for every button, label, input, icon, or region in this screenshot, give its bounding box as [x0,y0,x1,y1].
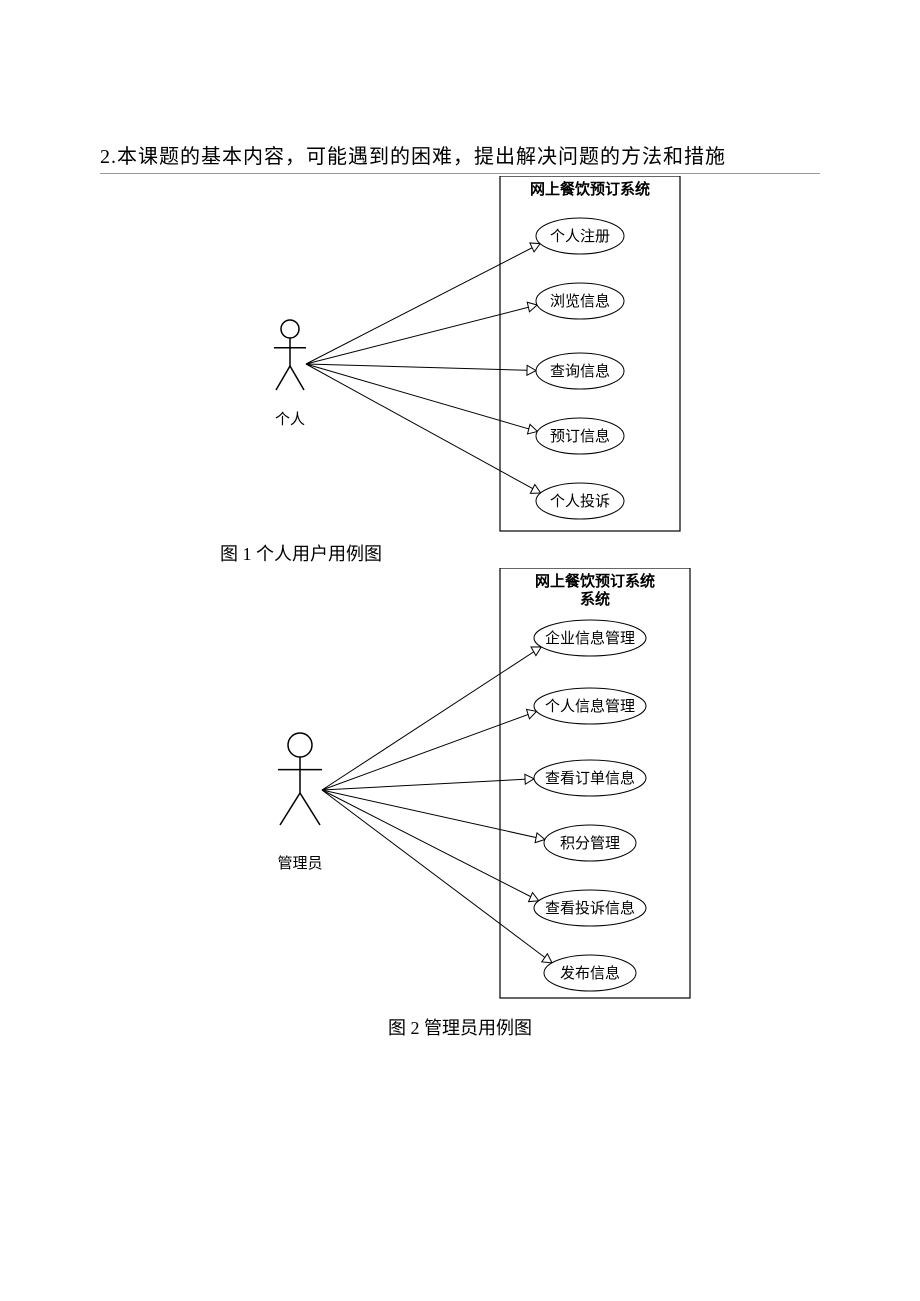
use-case-label: 个人信息管理 [545,698,635,715]
association [306,305,537,364]
use-case-label: 个人注册 [550,228,610,245]
use-case: 查询信息 [536,353,624,389]
use-case: 查看投诉信息 [534,890,646,926]
arrowhead-icon [530,484,540,493]
association [322,711,537,790]
use-case-label: 查询信息 [550,363,610,380]
usecase-diagram-user: 网上餐饮预订系统个人注册浏览信息查询信息预订信息个人投诉 个人 [210,176,710,536]
use-case-label: 积分管理 [560,835,620,852]
system-title: 网上餐饮预订系统 [530,180,650,198]
actor: 个人 [274,320,306,428]
arrowhead-icon [525,774,534,784]
use-case: 浏览信息 [536,283,624,319]
use-case: 个人注册 [536,218,624,254]
association [306,244,540,364]
association [306,364,536,371]
use-case: 个人投诉 [536,483,624,519]
arrowhead-icon [535,833,545,843]
caption-diagram-1: 图 1 个人用户用例图 [220,540,820,566]
association [322,647,541,790]
section-heading: 2.本课题的基本内容，可能遇到的困难，提出解决问题的方法和措施 [100,140,820,169]
association [306,364,537,431]
use-case-label: 查看投诉信息 [545,900,635,917]
association [306,364,541,493]
arrowhead-icon [527,424,537,434]
usecase-diagram-admin: 网上餐饮预订系统系统企业信息管理个人信息管理查看订单信息积分管理查看投诉信息发布… [210,568,710,1008]
association [322,790,539,901]
arrowhead-icon [527,365,536,375]
use-case-label: 浏览信息 [550,293,610,310]
arrowhead-icon [531,647,541,656]
use-case: 发布信息 [544,955,636,991]
system-title: 系统 [580,590,610,608]
use-case: 预订信息 [536,418,624,454]
association [322,779,534,790]
actor: 管理员 [277,733,322,872]
arrowhead-icon [527,302,537,312]
divider [100,173,820,174]
actor-label: 个人 [275,411,305,428]
use-case-label: 个人投诉 [550,493,610,510]
use-case-label: 预订信息 [550,428,610,445]
arrowhead-icon [526,709,536,718]
use-case: 查看订单信息 [534,760,646,796]
arrowhead-icon [529,893,539,902]
arrowhead-icon [542,954,552,963]
caption-diagram-2: 图 2 管理员用例图 [100,1014,820,1040]
arrowhead-icon [530,243,540,252]
use-case: 积分管理 [544,825,636,861]
actor-label: 管理员 [277,855,322,872]
use-case-label: 查看订单信息 [545,770,635,787]
use-case-label: 发布信息 [560,965,620,982]
use-case: 企业信息管理 [534,620,646,656]
use-case: 个人信息管理 [534,688,646,724]
use-case-label: 企业信息管理 [545,629,635,647]
system-title: 网上餐饮预订系统 [535,572,655,590]
